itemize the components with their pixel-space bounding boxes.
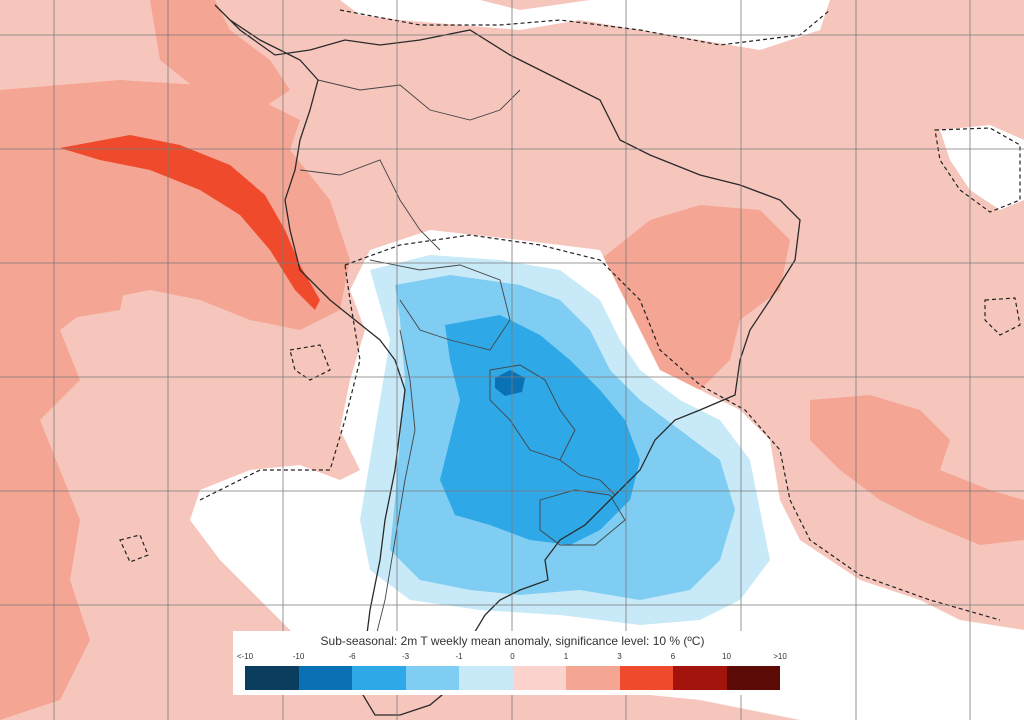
legend-tick-label: 0 [510, 652, 515, 661]
border-peru-brazil [299, 159, 441, 251]
border-paraguay [489, 364, 576, 461]
south-america-coastline [214, 4, 801, 716]
significance-contour-sw [119, 534, 149, 563]
border-argentina-chile [369, 329, 416, 661]
legend-swatch [619, 666, 673, 690]
significance-contour-main [344, 234, 1001, 621]
legend-swatch [566, 666, 620, 690]
legend-swatch [245, 666, 299, 690]
legend-tick-label: 3 [617, 652, 622, 661]
border-brazil-argentina [559, 459, 616, 496]
legend-tick-label: -10 [292, 652, 305, 661]
legend-tick-label: -1 [455, 652, 463, 661]
legend-swatch [298, 666, 352, 690]
legend-swatch [352, 666, 406, 690]
significance-contour-peru [289, 344, 331, 381]
atlantic-warm-patch [810, 395, 1024, 545]
legend-swatch [405, 666, 459, 690]
legend-swatch [459, 666, 513, 690]
border-bolivia [369, 259, 511, 351]
very-strong-cool-spot [495, 370, 525, 396]
border-colombia-venezuela [317, 79, 521, 121]
legend-title: Sub-seasonal: 2m T weekly mean anomaly, … [320, 634, 705, 648]
legend-tick-label: -3 [401, 652, 410, 661]
peru-strong-warm-streak [60, 135, 320, 310]
neutral-patch-east [940, 125, 1024, 210]
country-borders [299, 79, 626, 661]
pacific-warm-band [150, 0, 290, 110]
colorbar-legend: Sub-seasonal: 2m T weekly mean anomaly, … [233, 631, 792, 695]
significance-contours [119, 9, 1021, 621]
legend-tick-label: 10 [722, 652, 731, 661]
legend-swatch [726, 666, 780, 690]
legend-tick-label: >10 [773, 652, 787, 661]
significance-contour-south [199, 264, 361, 501]
legend-tick-label: 6 [670, 652, 676, 661]
legend-swatch [673, 666, 727, 690]
west-pacific-warm-patch [0, 240, 130, 330]
legend-swatch [512, 666, 566, 690]
legend-tick-label: 1 [563, 652, 569, 661]
neutral-region-north [340, 0, 830, 50]
significance-contour-north [339, 9, 831, 46]
legend-tick-label: <-10 [236, 652, 254, 661]
legend-tick-label: -6 [348, 652, 356, 661]
